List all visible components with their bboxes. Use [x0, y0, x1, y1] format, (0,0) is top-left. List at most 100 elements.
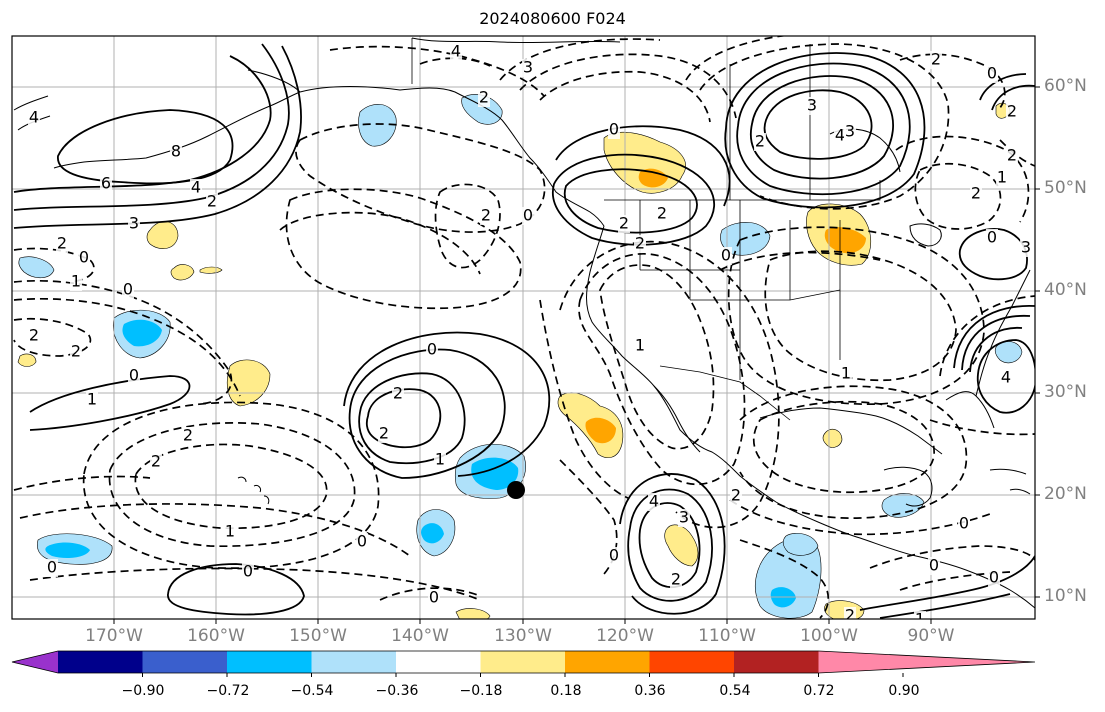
fill-negative-light [358, 104, 397, 147]
contour-negative-sw-us [578, 252, 746, 486]
contour-label-bg [996, 169, 1008, 187]
contour-label-bg [670, 571, 682, 589]
contour-label: 2 [1007, 102, 1017, 121]
contour-label: 1 [635, 336, 645, 355]
contour-label: 0 [47, 558, 57, 577]
contour-positive-mexico-high [627, 488, 713, 602]
lat-ticks [1035, 86, 1040, 598]
contour-label-bg [28, 327, 40, 345]
colorbar-tick-label: 0.18 [550, 683, 582, 699]
contour-label: 4 [835, 126, 845, 145]
colorbar-segment [311, 651, 397, 673]
fill-negative-light [994, 341, 1023, 364]
fill-positive-light [664, 524, 699, 567]
contour-label: 0 [959, 514, 969, 533]
east-coast [975, 269, 1031, 397]
contour-negative-gulf-of-alaska [285, 188, 522, 310]
contour-label-bg [182, 427, 194, 445]
contour-label: 0 [79, 248, 89, 267]
contour-positive-mexico-high [638, 502, 701, 588]
contour-label-bg [170, 143, 182, 161]
contour-label-bg [224, 523, 236, 541]
contour-label: 2 [1007, 146, 1017, 165]
contour-label-bg [378, 425, 390, 443]
lon-label-90w: 90°W [907, 626, 955, 646]
contour-negative-canada-east [914, 162, 1002, 230]
contour-lines [13, 36, 1035, 619]
contour-label-bg [806, 97, 818, 115]
fill-positive-light [227, 359, 271, 407]
contour-negative-central-us [719, 251, 881, 271]
contour-label-bg [844, 123, 856, 141]
hawaii [237, 476, 270, 505]
contour-label: 2 [671, 570, 681, 589]
fill-positive-light [199, 266, 223, 274]
contour-positive-aleutian-high [13, 43, 290, 211]
contour-label-bg [128, 215, 140, 233]
shaded-anomaly-fills [17, 94, 1023, 619]
contour-negative-east-pacific [539, 299, 629, 499]
contour-label-bg [840, 365, 852, 383]
contour-label: 4 [29, 108, 39, 127]
contour-negative-central-pacific [13, 317, 92, 357]
contour-label-bg [450, 43, 462, 61]
contour-label: 1 [225, 522, 235, 541]
contour-label: 3 [1021, 238, 1031, 257]
fill-negative-medium [421, 523, 444, 544]
fill-negative-medium [45, 542, 90, 558]
contour-label-bg [522, 207, 534, 225]
contour-label: 0 [357, 532, 367, 551]
contour-negative-central-pacific [13, 297, 241, 397]
contour-label: 2 [731, 486, 741, 505]
contour-negative-pacific-nw [539, 70, 711, 123]
contour-label: 0 [987, 64, 997, 83]
contour-label: 0 [929, 556, 939, 575]
contour-label: 3 [807, 96, 817, 115]
contour-positive-pacific-high [348, 348, 506, 479]
colorbar-segment [480, 651, 566, 673]
contour-label-bg [190, 179, 202, 197]
contour-negative-sw-us [559, 240, 780, 529]
contour-label: 0 [987, 228, 997, 247]
colorbar-segment [649, 651, 735, 673]
contour-label-bg [86, 391, 98, 409]
contour-label: 2 [29, 326, 39, 345]
contour-label: 2 [183, 426, 193, 445]
contour-label-bg [122, 281, 134, 299]
contour-positive-aleutian-high [13, 55, 272, 193]
fill-negative-medium [471, 457, 519, 490]
contour-label-bg [656, 205, 668, 223]
lat-label-60n: 60°N [1044, 76, 1087, 96]
contour-label: 2 [931, 50, 941, 69]
contour-positive-west-high [29, 375, 191, 431]
contour-label-bg [986, 65, 998, 83]
contour-label: 3 [845, 122, 855, 141]
contour-label: 8 [171, 142, 181, 161]
contour-negative-bottom-right [899, 571, 1011, 591]
contour-label-bg [634, 337, 646, 355]
fill-negative-light [881, 493, 925, 518]
contour-label-bg [754, 133, 766, 151]
contour-label: 1 [87, 390, 97, 409]
storm-position-marker [507, 481, 525, 499]
fill-negative-light [18, 256, 55, 279]
contour-negative-tropics [13, 475, 151, 491]
contour-label: 2 [479, 88, 489, 107]
contour-positive-hudson-high [750, 75, 894, 180]
colorbar-segment [565, 651, 650, 673]
contour-label-bg [634, 235, 646, 253]
colorbar-tick-label: 0.72 [803, 683, 835, 699]
contour-positive-nw-high [555, 125, 731, 207]
contour-positive-aleutian-high [57, 109, 234, 185]
gulf-coast [759, 407, 943, 455]
contour-positive-hudson-high [724, 52, 926, 209]
contour-label-bg [1006, 147, 1018, 165]
florida [945, 391, 995, 429]
lat-label-10n: 10°N [1044, 586, 1087, 606]
contour-label-bg [78, 249, 90, 267]
contour-negative-central-us [727, 226, 985, 406]
fill-positive-light [17, 353, 37, 367]
fill-negative-medium [122, 319, 162, 347]
colorbar-tick-label: 0.36 [634, 683, 666, 699]
